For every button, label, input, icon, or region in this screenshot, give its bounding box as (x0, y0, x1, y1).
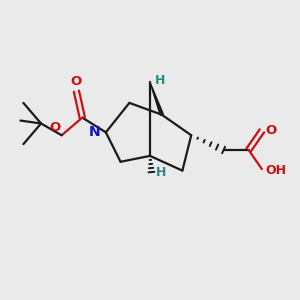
Text: OH: OH (266, 164, 286, 177)
Polygon shape (150, 82, 163, 115)
Text: O: O (71, 75, 82, 88)
Text: H: H (156, 166, 166, 179)
Text: H: H (155, 74, 165, 87)
Text: O: O (49, 121, 60, 134)
Text: N: N (89, 125, 100, 139)
Text: O: O (266, 124, 277, 137)
